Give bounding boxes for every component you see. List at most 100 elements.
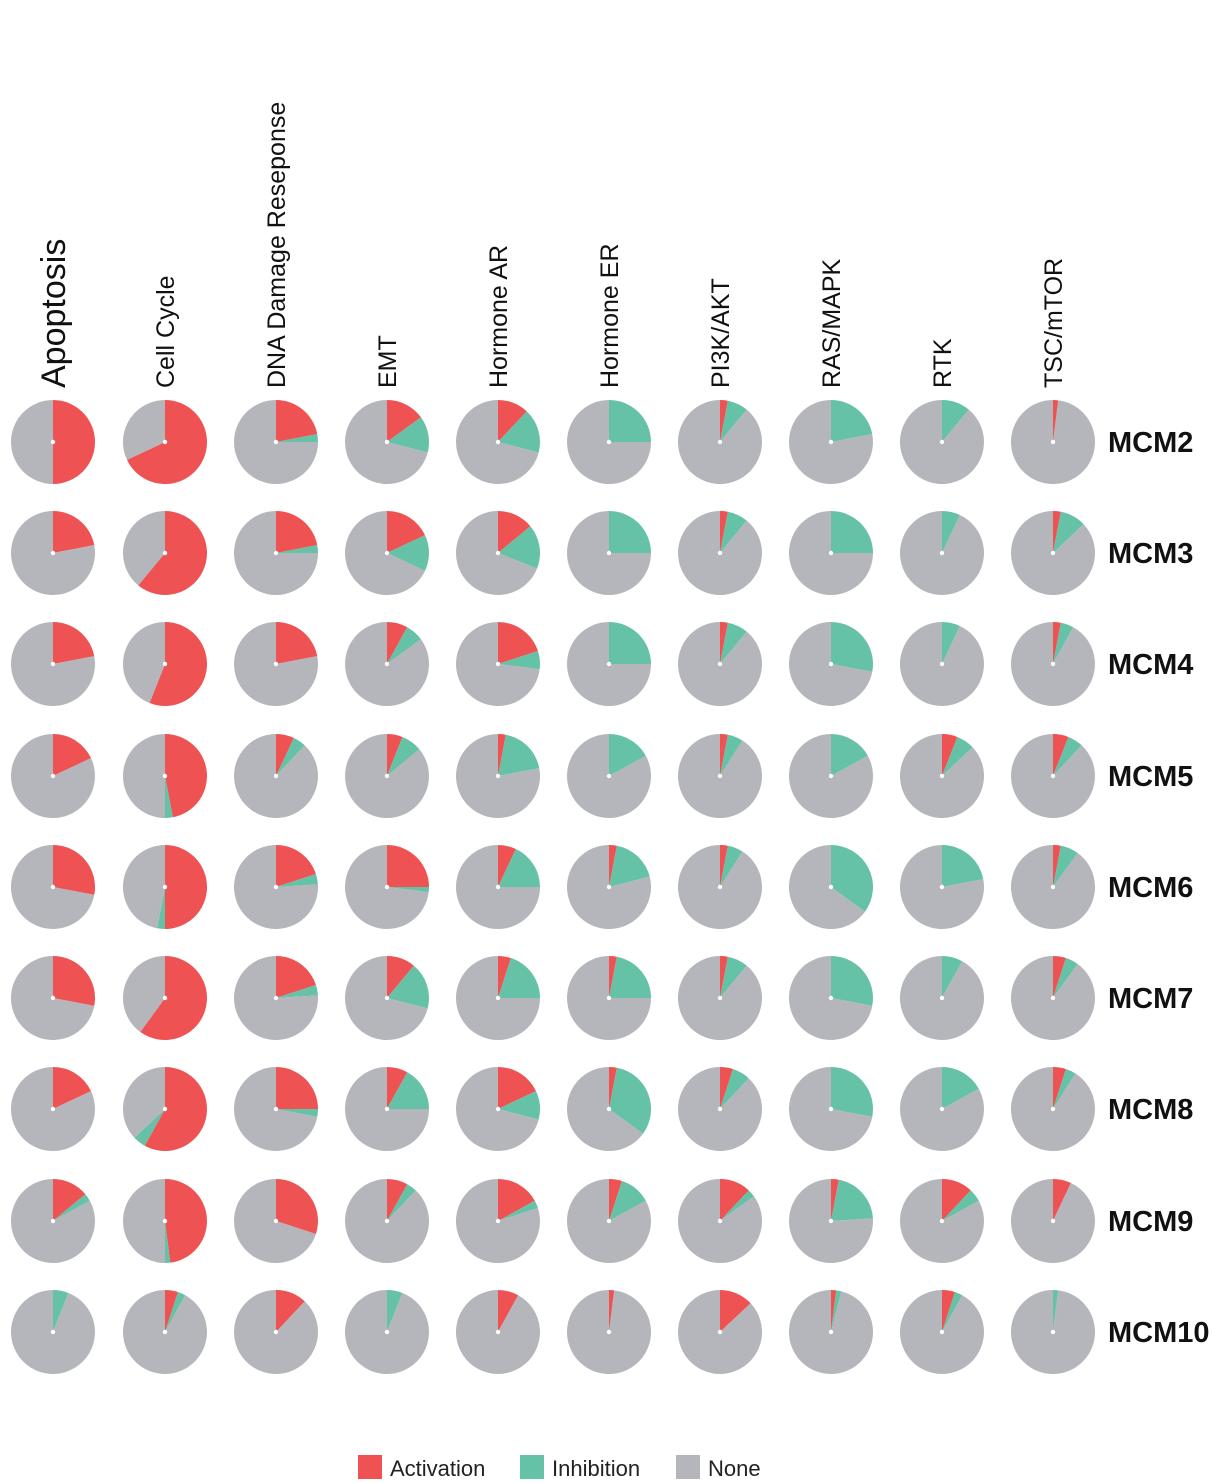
pie-center-dot: [1050, 1218, 1056, 1224]
pie-center-dot: [939, 661, 945, 667]
legend-label-inhibition: Inhibition: [552, 1456, 640, 1481]
pie-mcm5-apoptosis: [10, 734, 95, 818]
pie-center-dot: [939, 773, 945, 779]
slice-inhibition: [831, 622, 874, 672]
slice-none: [122, 955, 165, 1032]
pie-mcm4-hormone-er: [567, 622, 651, 706]
slice-inhibition: [609, 1181, 646, 1221]
slice-activation: [720, 1179, 749, 1221]
slice-inhibition: [165, 1292, 186, 1332]
pie-mcm10-hormone-ar: [455, 1290, 540, 1375]
slice-inhibition: [609, 511, 651, 553]
slice-inhibition: [942, 1190, 979, 1221]
slice-activation: [498, 400, 527, 442]
slice-activation: [276, 1179, 318, 1234]
pie-center-dot: [606, 439, 612, 445]
pie-center-dot: [1050, 773, 1056, 779]
row-label-mcm7: MCM7: [1108, 983, 1193, 1015]
pie-mcm4-ras-mapk: [789, 622, 874, 707]
slice-activation: [942, 1290, 955, 1332]
slice-inhibition: [1053, 958, 1078, 998]
pie-mcm3-apoptosis: [11, 511, 96, 596]
slice-none: [122, 1067, 165, 1138]
pie-mcm3-rtk: [899, 511, 984, 595]
slice-activation: [1053, 734, 1069, 776]
slice-activation: [53, 511, 95, 553]
pie-center-dot: [606, 995, 612, 1001]
pie-center-dot: [273, 884, 279, 890]
pie-center-dot: [828, 884, 834, 890]
row-label-mcm2: MCM2: [1108, 427, 1193, 459]
pie-mcm10-dna-damage-reseponse: [234, 1290, 319, 1374]
row-labels: MCM2 MCM3 MCM4 MCM5 MCM6 MCM7 MCM8 MCM9 MCM10: [1108, 427, 1210, 1349]
pie-mcm6-hormone-ar: [456, 845, 540, 929]
pie-center-dot: [273, 1106, 279, 1112]
pie-center-dot: [495, 661, 501, 667]
slice-inhibition: [387, 1072, 429, 1109]
slice-activation: [149, 622, 208, 706]
pie-mcm6-apoptosis: [11, 845, 96, 929]
slice-activation: [138, 511, 208, 596]
slice-activation: [53, 400, 95, 484]
pie-center-dot: [717, 439, 723, 445]
pie-mcm7-cell-cycle: [122, 955, 207, 1040]
slice-none: [122, 845, 165, 929]
pie-mcm10-rtk: [899, 1290, 984, 1374]
pie-mcm9-hormone-er: [566, 1179, 651, 1264]
pie-center-dot: [50, 884, 56, 890]
slice-activation: [498, 1290, 519, 1332]
slice-activation: [498, 1067, 536, 1109]
pie-center-dot: [606, 884, 612, 890]
slice-activation: [53, 1067, 91, 1109]
slice-activation: [1053, 1067, 1066, 1109]
pie-mcm5-dna-damage-reseponse: [234, 734, 319, 819]
slice-activation: [387, 1067, 408, 1109]
pie-mcm10-apoptosis: [10, 1290, 95, 1374]
slice-none: [789, 845, 865, 930]
pie-mcm9-apoptosis: [10, 1179, 95, 1264]
slice-inhibition: [831, 956, 874, 1006]
row-label-mcm3: MCM3: [1108, 538, 1193, 570]
pie-mcm10-pi3k-akt: [678, 1290, 763, 1375]
slice-activation: [609, 1067, 617, 1109]
slice-activation: [720, 400, 728, 442]
slice-inhibition: [831, 1179, 873, 1221]
pie-mcm10-cell-cycle: [122, 1290, 207, 1374]
pie-center-dot: [162, 1106, 168, 1112]
slice-inhibition: [276, 874, 318, 887]
pie-mcm2-cell-cycle: [123, 399, 208, 485]
slice-inhibition: [498, 734, 540, 776]
pie-center-dot: [162, 884, 168, 890]
pie-center-dot: [939, 1106, 945, 1112]
pie-mcm8-rtk: [899, 1067, 984, 1151]
slice-activation: [387, 734, 403, 776]
pie-center-dot: [495, 1329, 501, 1335]
pie-center-dot: [273, 550, 279, 556]
pie-center-dot: [384, 1218, 390, 1224]
pie-center-dot: [939, 1218, 945, 1224]
slice-inhibition: [387, 887, 429, 893]
pie-center-dot: [828, 773, 834, 779]
slice-activation: [53, 1179, 86, 1221]
row-label-mcm4: MCM4: [1108, 649, 1193, 681]
slice-inhibition: [276, 545, 318, 553]
legend: Activation Inhibition None: [358, 1455, 761, 1481]
slice-inhibition: [276, 434, 318, 442]
pie-center-dot: [273, 773, 279, 779]
pie-mcm3-hormone-er: [567, 511, 651, 595]
pie-mcm7-apoptosis: [11, 956, 96, 1040]
slice-activation: [276, 734, 294, 776]
pie-center-dot: [1050, 1106, 1056, 1112]
pie-center-dot: [50, 1218, 56, 1224]
slice-inhibition: [387, 1290, 403, 1332]
slice-inhibition: [942, 1067, 979, 1109]
slice-activation: [387, 622, 408, 664]
pie-mcm6-pi3k-akt: [677, 844, 762, 929]
slice-inhibition: [942, 1292, 963, 1332]
slice-inhibition: [498, 849, 540, 887]
pie-mcm4-hormone-ar: [456, 622, 540, 706]
pie-center-dot: [50, 995, 56, 1001]
pie-mcm2-pi3k-akt: [677, 400, 762, 484]
pie-center-dot: [939, 1329, 945, 1335]
